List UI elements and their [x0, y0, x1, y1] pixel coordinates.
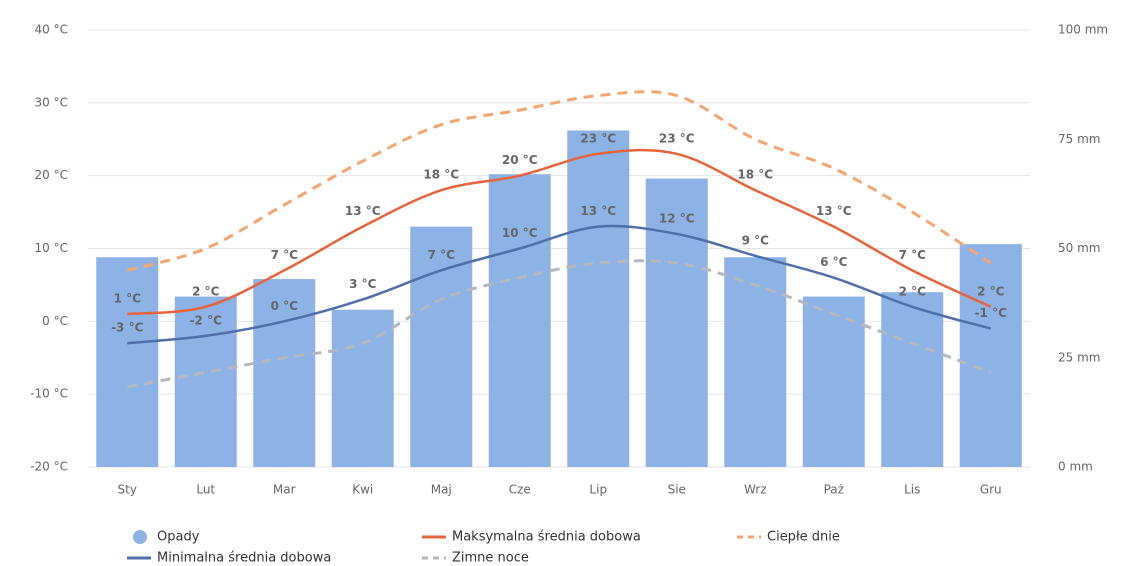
precipitation-bar [174, 296, 237, 467]
precipitation-bar [488, 174, 551, 467]
data-label: 13 °C [580, 204, 616, 218]
y2-tick-label: 0 mm [1058, 460, 1093, 474]
y2-tick-label: 75 mm [1058, 132, 1100, 146]
precipitation-bar [96, 257, 159, 467]
data-label: 7 °C [271, 248, 299, 262]
data-label: 12 °C [659, 211, 695, 225]
legend-label: Opady [157, 530, 200, 545]
x-tick-label: Lis [904, 483, 920, 497]
precipitation-bar [645, 178, 708, 467]
data-label: 23 °C [580, 131, 616, 145]
data-label: 0 °C [271, 299, 299, 313]
data-label: 10 °C [502, 226, 538, 240]
y-tick-label: 30 °C [35, 95, 68, 109]
x-tick-label: Paż [824, 483, 844, 497]
data-label: 2 °C [899, 284, 927, 298]
data-label: 13 °C [345, 204, 381, 218]
x-tick-label: Sie [668, 483, 686, 497]
data-label: -1 °C [975, 306, 1008, 320]
precipitation-bar [253, 279, 316, 467]
y-tick-label: -20 °C [30, 460, 68, 474]
y-tick-label: -10 °C [30, 387, 68, 401]
y2-tick-label: 100 mm [1058, 23, 1108, 37]
temperature-line [127, 224, 992, 345]
precipitation-bar [959, 244, 1022, 467]
data-label: 9 °C [742, 233, 770, 247]
data-label: 6 °C [820, 255, 848, 269]
y2-tick-label: 50 mm [1058, 241, 1100, 255]
legend-label: Zimne noce [452, 551, 529, 566]
y-tick-label: 10 °C [35, 241, 68, 255]
x-tick-label: Lut [196, 483, 215, 497]
data-label: 2 °C [192, 284, 220, 298]
data-label: 3 °C [349, 277, 377, 291]
data-label: 7 °C [428, 248, 456, 262]
x-tick-label: Wrz [744, 483, 767, 497]
precipitation-bar [802, 296, 865, 467]
x-tick-label: Lip [589, 483, 607, 497]
x-tick-label: Cze [509, 483, 531, 497]
x-tick-label: Gru [980, 483, 1002, 497]
x-tick-label: Sty [118, 483, 137, 497]
legend-label: Minimalna średnia dobowa [157, 551, 331, 566]
data-label: 7 °C [899, 248, 927, 262]
legend-swatch [133, 530, 147, 544]
temperature-line [127, 148, 992, 316]
y2-tick-label: 25 mm [1058, 350, 1100, 364]
data-label: 13 °C [816, 204, 852, 218]
precipitation-bar [881, 292, 944, 467]
precipitation-bar [331, 309, 394, 467]
temperature-line [126, 90, 992, 272]
y-tick-label: 0 °C [42, 314, 68, 328]
x-tick-label: Kwi [352, 483, 373, 497]
precipitation-bar [567, 130, 630, 467]
data-label: 18 °C [737, 168, 773, 182]
temperature-line [126, 259, 992, 389]
data-label: 23 °C [659, 131, 695, 145]
y-tick-label: 40 °C [35, 23, 68, 37]
legend-label: Ciepłe dnie [767, 530, 840, 545]
x-tick-label: Mar [273, 483, 296, 497]
x-tick-label: Maj [431, 483, 452, 497]
data-label: 1 °C [114, 292, 142, 306]
legend-label: Maksymalna średnia dobowa [452, 530, 641, 545]
data-label: 20 °C [502, 153, 538, 167]
y-tick-label: 20 °C [35, 168, 68, 182]
precipitation-bar [410, 226, 473, 467]
precipitation-bar [724, 257, 787, 467]
data-label: 2 °C [977, 284, 1005, 298]
data-label: -2 °C [190, 313, 223, 327]
data-label: 18 °C [423, 168, 459, 182]
data-label: -3 °C [111, 321, 144, 335]
